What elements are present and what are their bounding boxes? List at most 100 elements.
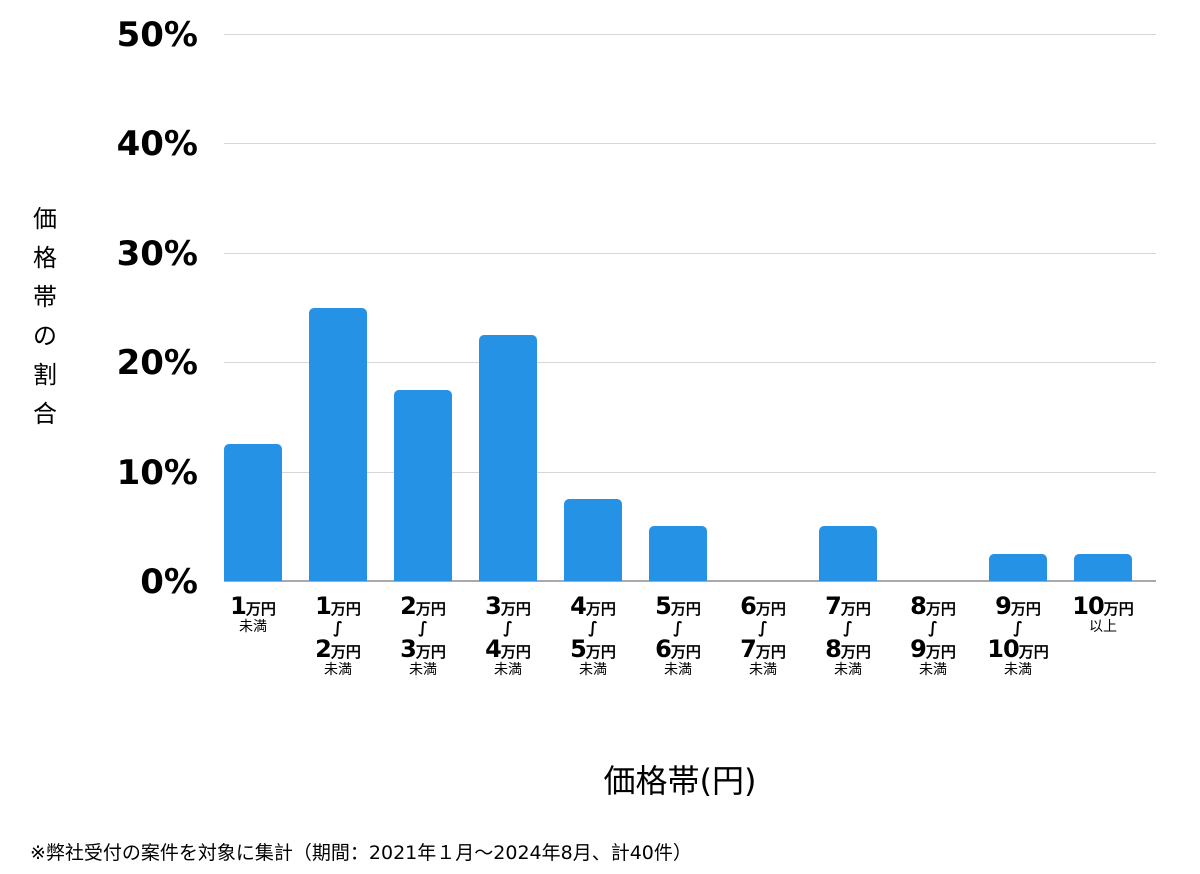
- x-label-to: 6万円: [633, 637, 723, 661]
- x-label-number: 1: [230, 592, 247, 620]
- bar: [309, 307, 367, 581]
- x-label-range-separator: ∫: [758, 618, 768, 637]
- gridline: [224, 472, 1156, 473]
- x-label-to: 10万円: [973, 637, 1063, 661]
- x-label-suffix: 未満: [749, 662, 777, 678]
- x-label-unit: 万円: [840, 600, 871, 618]
- y-tick-label: 0%: [140, 562, 198, 602]
- x-label-number: 10: [1072, 592, 1104, 620]
- x-label-number: 6: [740, 592, 757, 620]
- x-label-suffix: 未満: [409, 662, 437, 678]
- x-label-suffix: 未満: [919, 662, 947, 678]
- gridline: [224, 34, 1156, 35]
- x-label-to: 8万円: [803, 637, 893, 661]
- x-label-unit: 万円: [1018, 643, 1049, 661]
- x-label-unit: 万円: [1103, 600, 1134, 618]
- x-label-from: 6万円: [718, 594, 808, 618]
- x-tick-label: 8万円 ∫ 9万円 未満: [888, 594, 978, 677]
- x-label-range-separator: ∫: [928, 618, 938, 637]
- x-label-number: 5: [570, 635, 587, 663]
- x-tick-label: 9万円 ∫ 10万円 未満: [973, 594, 1063, 677]
- x-label-from: 1万円: [208, 594, 298, 618]
- x-label-unit: 万円: [500, 643, 531, 661]
- x-label-range-separator: ∫: [503, 618, 513, 637]
- x-label-number: 9: [910, 635, 927, 663]
- x-label-from: 9万円: [973, 594, 1063, 618]
- x-tick-label: 4万円 ∫ 5万円 未満: [548, 594, 638, 677]
- x-label-number: 2: [315, 635, 332, 663]
- x-label-number: 7: [740, 635, 757, 663]
- y-tick-label: 20%: [116, 343, 198, 383]
- bar: [819, 526, 877, 581]
- gridline: [224, 362, 1156, 363]
- y-axis-title-char: 割: [33, 361, 57, 389]
- x-label-unit: 万円: [330, 643, 361, 661]
- x-label-number: 1: [315, 592, 332, 620]
- x-label-suffix: 未満: [1004, 662, 1032, 678]
- x-label-suffix: 未満: [664, 662, 692, 678]
- x-label-to: 2万円: [293, 637, 383, 661]
- x-label-number: 8: [825, 635, 842, 663]
- x-label-from: 7万円: [803, 594, 893, 618]
- x-label-suffix: 以上: [1089, 619, 1117, 635]
- y-axis-title-char: の: [33, 322, 57, 350]
- x-tick-label: 7万円 ∫ 8万円 未満: [803, 594, 893, 677]
- bar: [394, 389, 452, 581]
- y-axis-title-char: 格: [33, 244, 57, 272]
- x-label-number: 9: [995, 592, 1012, 620]
- gridline: [224, 253, 1156, 254]
- x-label-unit: 万円: [755, 600, 786, 618]
- x-label-range-separator: ∫: [1013, 618, 1023, 637]
- x-tick-label: 1万円 ∫ 2万円 未満: [293, 594, 383, 677]
- bar: [989, 553, 1047, 581]
- x-label-range-separator: ∫: [418, 618, 428, 637]
- x-label-to: 9万円: [888, 637, 978, 661]
- y-tick-label: 50%: [116, 15, 198, 55]
- x-label-to: 5万円: [548, 637, 638, 661]
- x-label-from: 3万円: [463, 594, 553, 618]
- x-label-range-separator: ∫: [333, 618, 343, 637]
- x-label-number: 7: [825, 592, 842, 620]
- x-label-from: 8万円: [888, 594, 978, 618]
- x-tick-label: 10万円 以上: [1058, 594, 1148, 634]
- x-label-unit: 万円: [1010, 600, 1041, 618]
- x-label-from: 5万円: [633, 594, 723, 618]
- x-label-number: 4: [485, 635, 502, 663]
- x-tick-label: 2万円 ∫ 3万円 未満: [378, 594, 468, 677]
- x-label-from: 10万円: [1058, 594, 1148, 618]
- bar: [649, 526, 707, 581]
- x-label-suffix: 未満: [239, 619, 267, 635]
- bar: [1074, 553, 1132, 581]
- x-label-range-separator: ∫: [673, 618, 683, 637]
- x-label-unit: 万円: [925, 600, 956, 618]
- bar: [564, 498, 622, 581]
- x-label-unit: 万円: [840, 643, 871, 661]
- x-label-unit: 万円: [500, 600, 531, 618]
- x-label-number: 2: [400, 592, 417, 620]
- x-label-number: 8: [910, 592, 927, 620]
- x-label-unit: 万円: [585, 643, 616, 661]
- x-label-unit: 万円: [670, 600, 701, 618]
- x-label-unit: 万円: [585, 600, 616, 618]
- x-label-to: 3万円: [378, 637, 468, 661]
- x-label-to: 4万円: [463, 637, 553, 661]
- bar: [224, 444, 282, 581]
- x-label-range-separator: ∫: [588, 618, 598, 637]
- x-tick-label: 6万円 ∫ 7 万円未満: [718, 594, 808, 677]
- x-label-unit: 万円: [330, 600, 361, 618]
- x-label-unit: 万円: [245, 600, 276, 618]
- y-tick-label: 40%: [116, 124, 198, 164]
- x-label-number: 3: [400, 635, 417, 663]
- y-axis-title-char: 帯: [33, 283, 57, 311]
- x-label-from: 2万円: [378, 594, 468, 618]
- x-label-range-separator: ∫: [843, 618, 853, 637]
- y-axis-title-char: 価: [33, 205, 57, 233]
- gridline: [224, 143, 1156, 144]
- x-tick-label: 3万円 ∫ 4万円 未満: [463, 594, 553, 677]
- x-label-number: 3: [485, 592, 502, 620]
- x-label-unit: 万円: [925, 643, 956, 661]
- x-label-suffix: 未満: [579, 662, 607, 678]
- x-axis-baseline: [224, 580, 1156, 582]
- x-tick-label: 5万円 ∫ 6万円 未満: [633, 594, 723, 677]
- footnote: ※弊社受付の案件を対象に集計（期間：2021年１月〜2024年8月、計40件）: [30, 842, 692, 864]
